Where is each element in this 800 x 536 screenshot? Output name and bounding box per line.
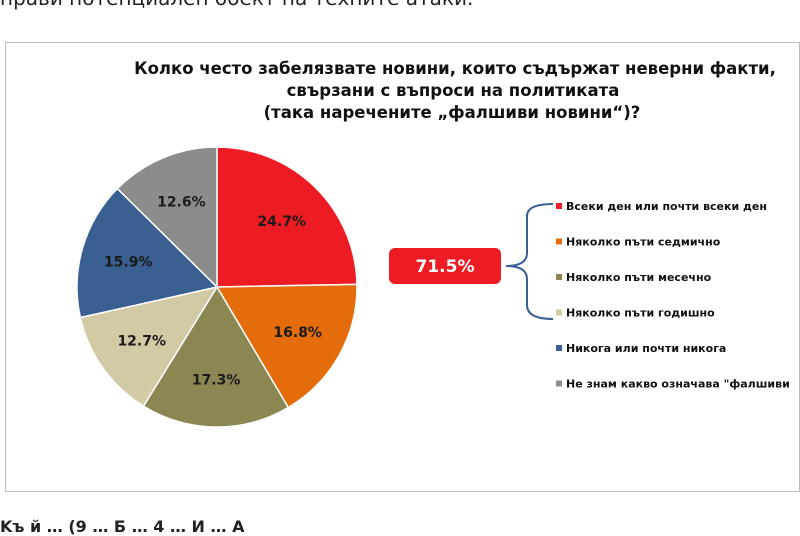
pie-slice-2 xyxy=(215,283,358,409)
pie-slice-5 xyxy=(76,187,219,319)
pie-slice-label-6: 12.6% xyxy=(157,195,206,211)
pie-slice-label-4: 12.7% xyxy=(117,334,166,350)
pie-slice-label-3: 17.3% xyxy=(192,372,241,388)
chart-legend: Всеки ден или почти всеки ден Няколко път… xyxy=(556,200,790,391)
legend-swatch-4 xyxy=(556,309,562,316)
chart-title: Колко често забелязвате новини, които съ… xyxy=(134,59,776,122)
total-badge-text: 71.5% xyxy=(416,257,475,277)
chart-title-line-1: Колко често забелязвате новини, които съ… xyxy=(134,59,776,78)
chart-title-line-3: (така наречените „фалшиви новини“)? xyxy=(264,103,641,122)
pie-slice-label-5: 15.9% xyxy=(104,255,153,271)
legend-label-4: Няколко пъти годишно xyxy=(566,307,715,320)
legend-label-6: Не знам какво означава "фалшиви xyxy=(566,378,790,391)
legend-swatch-6 xyxy=(556,380,562,387)
legend-swatch-3 xyxy=(556,274,562,280)
legend-bracket xyxy=(505,203,554,320)
pie-slice-3 xyxy=(142,285,290,428)
legend-swatch-2 xyxy=(556,238,562,245)
legend-label-5: Никога или почти никога xyxy=(566,342,726,355)
pie-slice-6 xyxy=(116,146,218,289)
total-badge xyxy=(389,248,501,284)
legend-label-1: Всеки ден или почти всеки ден xyxy=(566,200,767,213)
total-annotation: 71.5% xyxy=(389,203,554,320)
pie-slice-label-1: 24.7% xyxy=(257,214,306,230)
legend-swatch-1 xyxy=(556,203,562,209)
pie-slice-label-2: 16.8% xyxy=(273,325,322,341)
following-paragraph-text: Kъ й … (9 … Б … 4 … И … A xyxy=(0,517,245,536)
legend-label-3: Няколко пъти месечно xyxy=(566,271,712,284)
preceding-paragraph-text: прави потенциален обект на техните атаки… xyxy=(0,0,473,10)
chart-title-line-2: свързани с въпроси на политиката xyxy=(287,81,620,100)
pie-slice-4 xyxy=(79,285,219,408)
legend-swatch-5 xyxy=(556,345,562,351)
legend-label-2: Няколко пъти седмично xyxy=(566,236,721,249)
pie-slices xyxy=(76,146,358,428)
pie-data-labels: 24.7% 16.8% 17.3% 12.7% 15.9% 12.6% xyxy=(104,195,322,389)
pie-slice-1 xyxy=(216,146,358,288)
